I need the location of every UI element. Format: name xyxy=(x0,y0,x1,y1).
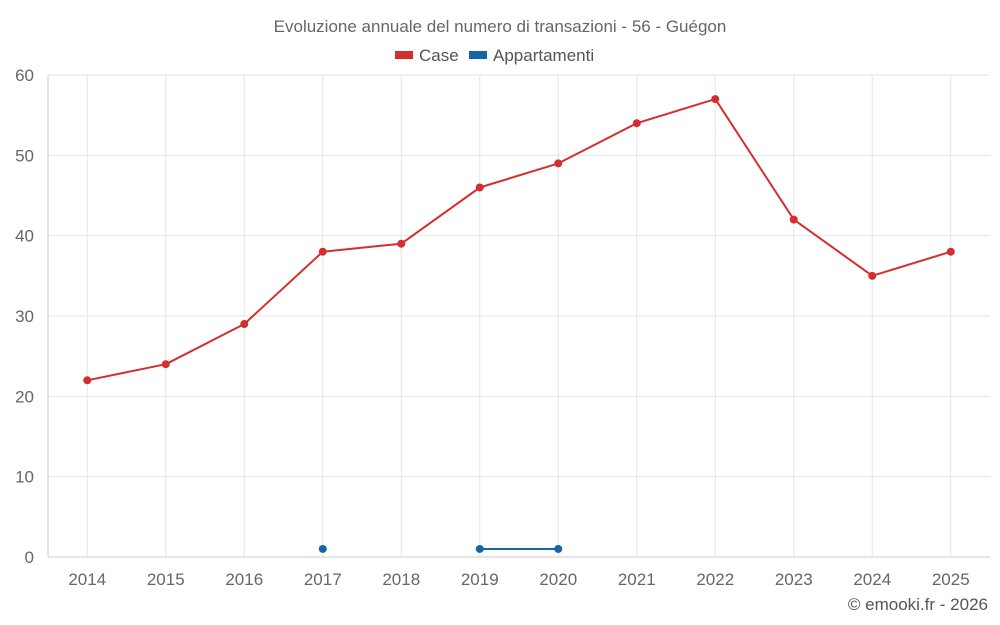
data-point-appartamenti[interactable] xyxy=(475,544,484,553)
x-tick-label: 2024 xyxy=(853,570,891,589)
y-axis-labels: 0 10 20 30 40 50 60 xyxy=(15,66,34,567)
x-tick-label: 2020 xyxy=(539,570,577,589)
y-gridlines xyxy=(48,74,990,478)
legend-swatch-appartamenti xyxy=(469,51,487,59)
y-tick-label: 30 xyxy=(15,307,34,326)
axes xyxy=(47,75,990,558)
data-point-case[interactable] xyxy=(946,247,955,256)
x-tick-label: 2021 xyxy=(618,570,656,589)
y-tick-label: 40 xyxy=(15,227,34,246)
data-point-case[interactable] xyxy=(161,360,170,369)
series-case xyxy=(83,95,955,385)
chart-title: Evoluzione annuale del numero di transaz… xyxy=(274,17,727,36)
x-tick-label: 2014 xyxy=(68,570,106,589)
legend-label-appartamenti: Appartamenti xyxy=(493,46,594,65)
series-line-case xyxy=(87,98,952,382)
x-tick-label: 2019 xyxy=(461,570,499,589)
y-tick-label: 60 xyxy=(15,66,34,85)
legend: Case Appartamenti xyxy=(395,46,594,65)
x-tick-label: 2018 xyxy=(382,570,420,589)
x-gridlines xyxy=(86,75,952,557)
data-point-case[interactable] xyxy=(868,271,877,280)
data-point-appartamenti[interactable] xyxy=(554,544,563,553)
x-tick-label: 2017 xyxy=(304,570,342,589)
series-layer xyxy=(83,95,955,553)
series-appartamenti xyxy=(318,544,563,553)
data-point-case[interactable] xyxy=(83,376,92,385)
data-point-case[interactable] xyxy=(475,183,484,192)
legend-swatch-case xyxy=(395,51,413,59)
data-point-case[interactable] xyxy=(711,95,720,104)
x-axis-labels: 2014 2015 2016 2017 2018 2019 2020 2021 2022 2023… xyxy=(68,570,969,589)
data-point-appartamenti[interactable] xyxy=(318,544,327,553)
data-point-case[interactable] xyxy=(789,215,798,224)
y-tick-label: 0 xyxy=(25,548,34,567)
y-tick-label: 50 xyxy=(15,146,34,165)
x-tick-label: 2022 xyxy=(696,570,734,589)
legend-label-case: Case xyxy=(419,46,459,65)
legend-item-case[interactable]: Case xyxy=(395,46,459,65)
data-point-case[interactable] xyxy=(632,119,641,128)
data-point-case[interactable] xyxy=(554,159,563,168)
data-point-case[interactable] xyxy=(397,239,406,248)
data-point-case[interactable] xyxy=(318,247,327,256)
credit-text: © emooki.fr - 2026 xyxy=(848,595,988,614)
y-tick-label: 10 xyxy=(15,468,34,487)
legend-item-appartamenti[interactable]: Appartamenti xyxy=(469,46,594,65)
data-point-case[interactable] xyxy=(240,320,249,329)
x-tick-label: 2025 xyxy=(932,570,970,589)
x-tick-label: 2023 xyxy=(775,570,813,589)
y-tick-label: 20 xyxy=(15,387,34,406)
x-tick-label: 2015 xyxy=(147,570,185,589)
x-tick-label: 2016 xyxy=(225,570,263,589)
